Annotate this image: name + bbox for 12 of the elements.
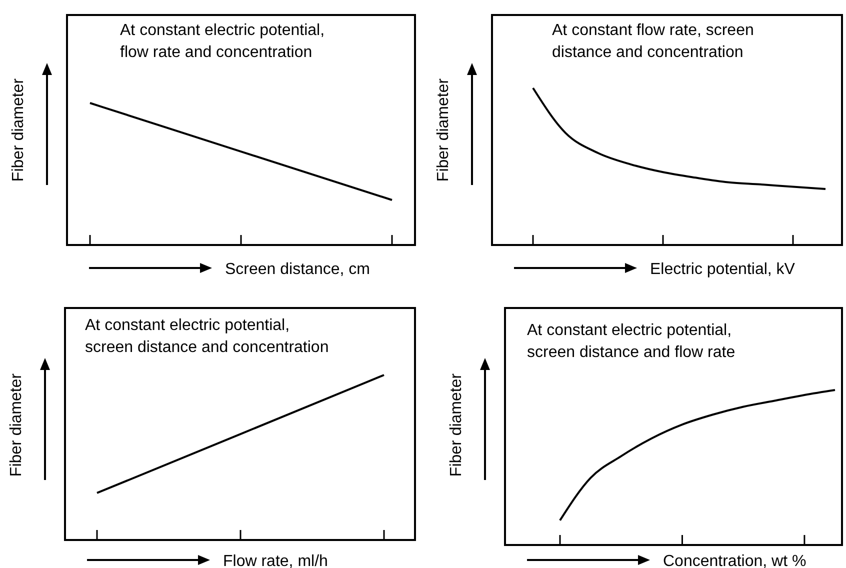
y-axis-title: Fiber diameter xyxy=(10,78,27,182)
text: At constant electric potential, flow rate and concentration xyxy=(120,22,325,61)
text: At constant electric potential, screen distance and concentration xyxy=(85,317,329,356)
y-axis-title: Fiber diameter xyxy=(8,372,25,477)
x-axis-title: Concentration, wt % xyxy=(663,553,806,568)
x-axis-title: Flow rate, ml/h xyxy=(223,553,328,568)
text: At constant electric potential, screen distance and flow rate xyxy=(527,322,736,361)
x-axis-title: Screen distance, cm xyxy=(225,261,370,278)
y-axis-title: Fiber diameter xyxy=(448,372,465,477)
y-axis-title: Fiber diameter xyxy=(435,78,452,182)
x-axis-title: Electric potential, kV xyxy=(650,261,796,278)
text: At constant flow rate, screen distance and concentration xyxy=(552,22,754,61)
